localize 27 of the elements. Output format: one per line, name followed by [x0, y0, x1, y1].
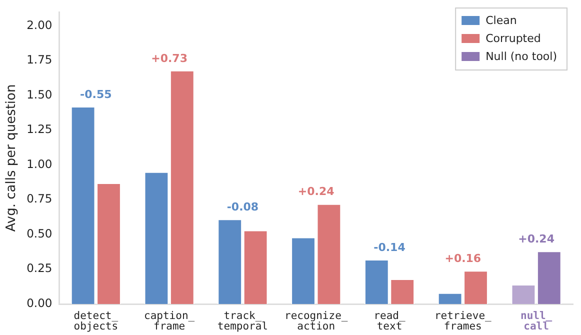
- legend-label: Clean: [486, 14, 517, 27]
- x-tick-label: retrieve_ frames: [434, 310, 492, 332]
- annotation: +0.24: [298, 185, 335, 198]
- annotation: -0.08: [226, 200, 259, 214]
- y-tick-label: 1.75: [26, 52, 52, 67]
- x-tick-label: recognize_ action: [284, 310, 348, 332]
- y-tick-label: 1.25: [26, 122, 52, 136]
- x-tick-label: read_ text: [374, 310, 406, 332]
- x-tick-label: null_ call: [520, 310, 553, 332]
- annotation: -0.14: [374, 240, 406, 254]
- annotation: +0.24: [518, 232, 555, 246]
- y-axis-title: Avg. calls per question: [4, 84, 20, 232]
- y-tick-label: 0.75: [26, 192, 52, 206]
- annotation: -0.55: [80, 88, 112, 101]
- y-tick-label: 2.00: [26, 18, 52, 32]
- annotation: +0.73: [151, 52, 188, 65]
- y-tick-label: 1.50: [26, 87, 52, 102]
- legend-label: Null (no tool): [486, 50, 557, 63]
- y-tick-label: 0.00: [26, 296, 52, 310]
- x-tick-label: caption_ frame: [144, 310, 196, 332]
- y-tick-label: 0.50: [26, 226, 52, 240]
- legend-label: Corrupted: [486, 32, 541, 45]
- annotation: +0.16: [444, 252, 482, 265]
- y-tick-label: 1.00: [26, 156, 52, 171]
- x-tick-label: track_ temporal: [217, 310, 268, 332]
- y-tick-label: 0.25: [26, 261, 52, 276]
- x-tick-label: detect_ objects: [74, 310, 119, 332]
